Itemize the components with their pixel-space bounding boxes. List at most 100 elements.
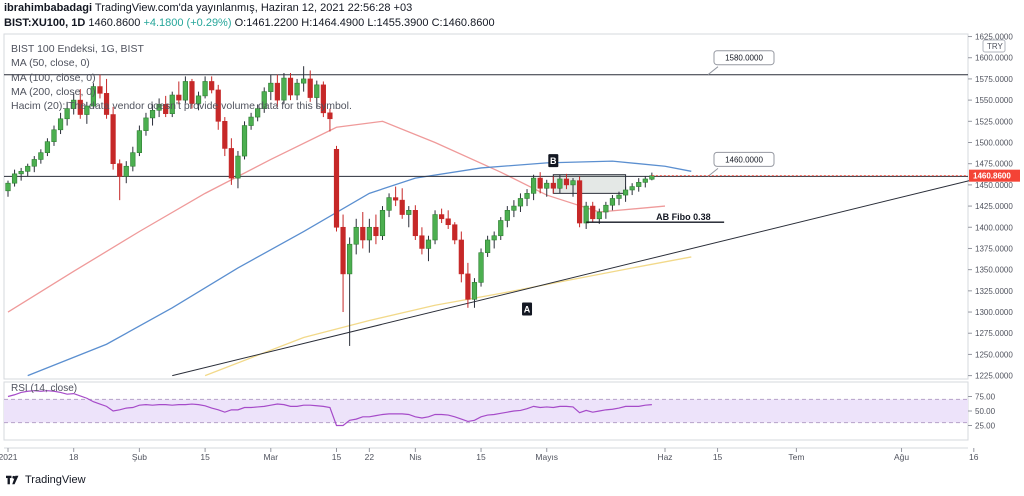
- symbol-label: BIST:XU100, 1D: [4, 17, 86, 29]
- candle-body: [353, 226, 359, 245]
- time-axis-label: 15: [200, 452, 210, 462]
- ma100-line: [27, 160, 692, 377]
- legend-volume[interactable]: Hacim (20): The data vendor doesn't prov…: [11, 100, 352, 113]
- candle-body: [248, 116, 254, 126]
- level-callout: [713, 50, 775, 66]
- candle-body: [537, 177, 543, 189]
- candle-body: [202, 81, 208, 97]
- price-change: +4.1800 (+0.29%): [143, 17, 232, 29]
- candle-body: [406, 210, 412, 215]
- pivot-label-b: B: [550, 156, 557, 166]
- candle-body: [458, 239, 464, 275]
- last-price-label: 1460.8600: [973, 172, 1011, 181]
- candle-body: [478, 252, 484, 283]
- author-name[interactable]: ibrahimbabadagi: [4, 2, 93, 14]
- candle-body: [228, 148, 234, 179]
- candle-body: [373, 226, 379, 237]
- candle-body: [18, 171, 24, 175]
- candle-body: [590, 205, 596, 220]
- candle-body: [517, 198, 524, 207]
- currency-badge: [982, 39, 1006, 53]
- price-axis-label: 1600.0000: [975, 54, 1013, 63]
- legend-ma50[interactable]: MA (50, close, 0): [11, 57, 90, 70]
- candle-body: [215, 89, 221, 122]
- price-axis-label: 1275.0000: [975, 329, 1013, 338]
- candle-body: [379, 210, 386, 237]
- candle-body: [366, 226, 372, 241]
- candle-body: [241, 125, 248, 157]
- ma50-line: [7, 120, 666, 313]
- rsi-line: [7, 390, 652, 427]
- candle-body: [504, 210, 510, 221]
- candle-body: [130, 152, 136, 167]
- candle-body: [117, 163, 123, 177]
- rsi-axis-label: 75.00: [975, 393, 996, 402]
- candle-body: [327, 112, 333, 120]
- candle-body: [629, 186, 635, 191]
- candle-body: [287, 77, 294, 96]
- candle-body: [176, 94, 182, 101]
- high-value: H:1464.4900: [301, 17, 365, 29]
- candle-body: [347, 243, 353, 275]
- candle-body: [222, 121, 228, 149]
- price-axis-label: 1325.0000: [975, 287, 1013, 296]
- candle-body: [38, 152, 44, 160]
- candle-body: [360, 226, 366, 241]
- candle-body: [544, 182, 550, 189]
- callout-pointer: [707, 66, 719, 76]
- price-axis-label: 1550.0000: [975, 96, 1013, 105]
- candle-body: [57, 118, 64, 131]
- legend-ma200[interactable]: MA (200, close, 0): [11, 85, 96, 98]
- candle-body: [557, 178, 563, 189]
- candle-body: [189, 81, 195, 104]
- candle-body: [268, 82, 274, 92]
- legend-ma100[interactable]: MA (100, close, 0): [11, 71, 96, 84]
- candle-body: [235, 155, 241, 179]
- time-axis-label: Nis: [409, 452, 421, 462]
- rsi-legend[interactable]: RSI (14, close): [11, 383, 78, 394]
- time-axis-label: Ağu: [894, 452, 909, 462]
- pivot-badge: [548, 154, 559, 168]
- candle-body: [570, 180, 576, 186]
- price-chart[interactable]: 1225.0000 1250.0000 1275.0000 1300.0000 1325…: [0, 0, 1024, 470]
- candle-body: [485, 239, 491, 253]
- candle-body: [530, 177, 537, 194]
- close-value: C:1460.8600: [431, 17, 495, 29]
- candle-body: [412, 210, 418, 237]
- candle-body: [261, 91, 267, 109]
- candle-body: [642, 178, 648, 183]
- candle-body: [84, 105, 90, 115]
- rsi-axis-label: 25.00: [975, 422, 996, 431]
- footer-brand[interactable]: TradingView: [6, 474, 86, 486]
- candle-body: [149, 109, 156, 119]
- candle-body: [5, 182, 11, 192]
- candle-body: [432, 214, 438, 241]
- candle-body: [156, 104, 162, 111]
- time-axis-label: Haz: [657, 452, 672, 462]
- level-callout-label: 1460.0000: [725, 155, 763, 164]
- candle-body: [550, 182, 556, 189]
- legend-title[interactable]: BIST 100 Endeksi, 1G, BIST: [11, 43, 144, 55]
- last-price-tag: [969, 169, 1020, 182]
- candle-body: [439, 214, 445, 220]
- pivot-badge: [522, 302, 533, 316]
- candle-body: [386, 197, 392, 211]
- last-price: 1460.8600: [88, 17, 141, 29]
- time-axis-label: 2021: [0, 452, 18, 462]
- ohlc-header: BIST:XU100, 1D 1460.8600 +4.1800 (+0.29%…: [4, 17, 495, 29]
- candle-body: [576, 180, 583, 224]
- candle-body: [445, 218, 451, 226]
- ma200-line: [204, 256, 692, 377]
- candle-body: [603, 204, 609, 213]
- price-axis-label: 1300.0000: [975, 308, 1013, 317]
- fibo-label: AB Fibo 0.38: [656, 212, 711, 222]
- candle-body: [511, 205, 517, 211]
- time-axis-label: 15: [476, 452, 486, 462]
- candle-body: [320, 84, 326, 114]
- candle-body: [399, 199, 405, 215]
- brand-name: TradingView: [25, 474, 86, 486]
- candle-body: [419, 235, 425, 249]
- low-value: L:1455.3900: [367, 17, 429, 29]
- candle-body: [616, 194, 622, 199]
- candle-body: [169, 94, 175, 114]
